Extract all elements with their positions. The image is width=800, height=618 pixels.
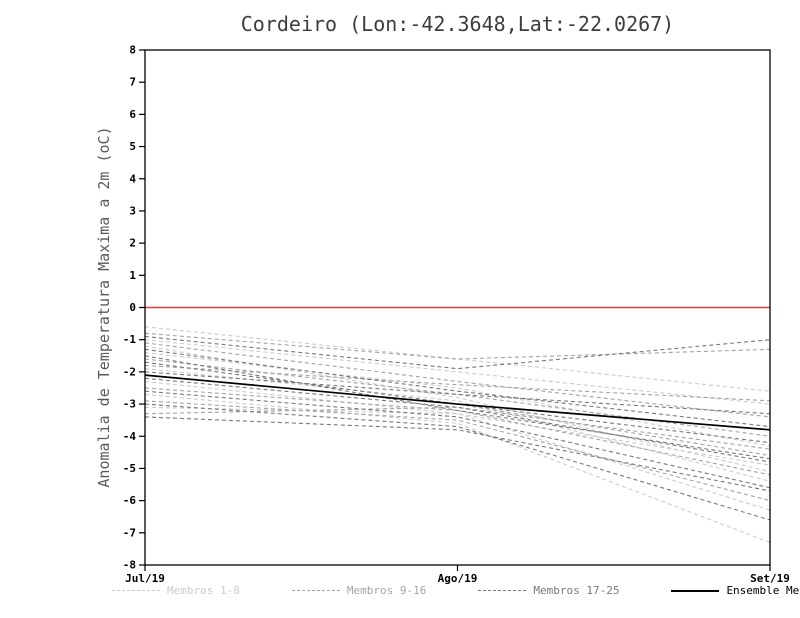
y-tick-label: 3 [129,204,136,217]
y-tick-label: -8 [123,559,136,572]
solid-line-sample-icon [671,589,720,592]
y-tick-label: 0 [129,301,136,314]
dashed-line-sample-icon [112,590,160,591]
series-ensemble-mean [144,374,771,431]
y-tick-label: -3 [123,398,136,411]
series-membro-13 [144,387,771,476]
series-membro-25 [144,355,771,460]
series-membro-18 [144,348,771,428]
series-membro-3 [144,352,771,447]
legend-item-membros-1-8: Membros 1-8 [112,584,240,597]
series-membro-23 [144,416,771,492]
series-membro-15 [144,406,771,450]
legend-label: Membros 9-16 [346,584,427,597]
y-tick-label: 8 [129,44,136,57]
series-membro-4 [144,368,771,482]
y-tick-label: 6 [129,108,136,121]
series-membro-14 [144,400,771,502]
y-tick-label: -5 [123,462,136,475]
y-tick-label: 4 [129,172,136,185]
series-membro-21 [144,390,771,489]
series-membro-9 [144,332,771,360]
dashed-line-sample-icon [291,590,340,591]
y-tick-label: -6 [123,494,137,507]
series-membro-24 [144,371,771,415]
series-membro-5 [144,380,771,511]
series-membro-1 [144,326,771,392]
legend-item-membros-17-25: Membros 17-25 [478,584,619,597]
x-tick-label: Set/19 [750,572,790,585]
series-membro-20 [144,377,771,463]
chart-legend: Membros 1-8 Membros 9-16 Membros 17-25 Ense… [0,584,800,597]
y-tick-label: 1 [129,269,136,282]
y-tick-label: -2 [123,365,136,378]
y-tick-label: -4 [123,430,137,443]
y-tick-label: 7 [129,76,136,89]
legend-item-membros-9-16: Membros 9-16 [291,584,427,597]
legend-item-ensemble-mean: Ensemble Mean [671,584,800,597]
y-tick-label: -7 [123,526,136,539]
legend-label: Membros 17-25 [533,584,620,597]
y-tick-label: 5 [129,140,136,153]
series-membro-16 [144,364,771,402]
y-tick-label: -1 [123,333,137,346]
series-membro-10 [144,342,771,418]
dashed-line-sample-icon [478,590,527,591]
y-tick-label: 2 [129,237,136,250]
legend-label: Ensemble Mean [726,584,800,597]
page-title: Cordeiro (Lon:-42.3648,Lat:-22.0267) [240,12,675,36]
series-membro-19 [144,361,771,444]
legend-label: Membros 1-8 [167,584,240,597]
x-tick-label: Ago/19 [438,572,478,585]
x-tick-label: Jul/19 [125,572,165,585]
series-membro-6 [144,393,771,543]
